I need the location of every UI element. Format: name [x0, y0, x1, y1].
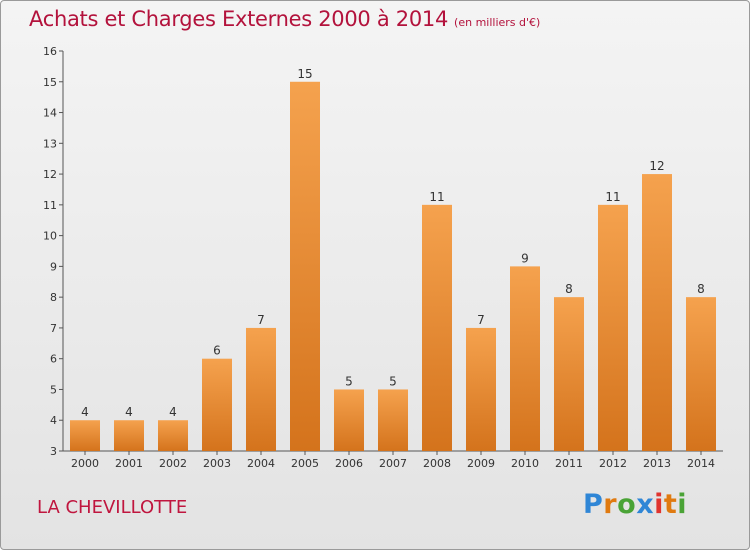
logo-letter: r: [603, 489, 618, 520]
chart-subtitle: (en milliers d'€): [454, 16, 541, 29]
y-tick-label: 13: [43, 137, 57, 150]
bar-2005: [290, 81, 320, 452]
y-tick-label: 16: [43, 45, 57, 58]
data-label-2006: 5: [345, 374, 353, 388]
place-name: LA CHEVILLOTTE: [37, 497, 188, 518]
data-label-2009: 7: [477, 313, 485, 327]
bar-2007: [378, 389, 408, 451]
data-label-2010: 9: [521, 251, 529, 265]
x-tick-label-2009: 2009: [467, 457, 495, 470]
x-tick-label-2013: 2013: [643, 457, 671, 470]
bar-2003: [202, 358, 232, 451]
x-tick-label-2011: 2011: [555, 457, 583, 470]
bar-2014: [686, 297, 716, 451]
bar-chart: 3 4 5 6 7 8 9 10 11 12 13 14 15 16 2000 2001 2002 2003 200…: [43, 45, 723, 470]
y-tick-label: 3: [50, 445, 57, 458]
chart-title: Achats et Charges Externes 2000 à 2014 (e…: [29, 7, 540, 31]
bar-2011: [554, 297, 584, 451]
x-tick-label-2014: 2014: [687, 457, 715, 470]
logo-letter: P: [583, 489, 604, 520]
data-label-2008: 11: [429, 190, 444, 204]
data-label-2002: 4: [169, 405, 177, 419]
y-tick-label: 15: [43, 76, 57, 89]
x-tick-label-2010: 2010: [511, 457, 539, 470]
data-label-2001: 4: [125, 405, 133, 419]
x-tick-label-2003: 2003: [203, 457, 231, 470]
y-tick-label: 5: [50, 383, 57, 396]
data-label-2012: 11: [605, 190, 620, 204]
y-tick-label: 4: [50, 414, 57, 427]
data-label-2005: 15: [297, 67, 312, 81]
bar-2008: [422, 204, 452, 451]
data-label-2004: 7: [257, 313, 265, 327]
data-label-2000: 4: [81, 405, 89, 419]
x-tick-label-2006: 2006: [335, 457, 363, 470]
y-tick-label: 10: [43, 230, 57, 243]
bar-2006: [334, 389, 364, 451]
x-tick-label-2000: 2000: [71, 457, 99, 470]
bar-2013: [642, 174, 672, 452]
y-tick-label: 11: [43, 199, 57, 212]
bar-2001: [114, 420, 144, 451]
logo-letter: i: [654, 489, 664, 520]
x-tick-label-2002: 2002: [159, 457, 187, 470]
bar-2012: [598, 204, 628, 451]
data-label-2014: 8: [697, 282, 705, 296]
x-tick-label-2001: 2001: [115, 457, 143, 470]
bar-2004: [246, 327, 276, 451]
y-tick-label: 6: [50, 353, 57, 366]
y-tick-label: 12: [43, 168, 57, 181]
bar-2002: [158, 420, 188, 451]
x-tick-label-2012: 2012: [599, 457, 627, 470]
proxiti-logo: Proxiti: [583, 489, 687, 520]
x-tick-label-2008: 2008: [423, 457, 451, 470]
x-tick-label-2007: 2007: [379, 457, 407, 470]
bar-2000: [70, 420, 100, 451]
x-tick-label-2004: 2004: [247, 457, 275, 470]
logo-letter: i: [677, 489, 688, 520]
x-tick-label-2005: 2005: [291, 457, 319, 470]
y-tick-label: 9: [50, 260, 57, 273]
y-tick-label: 8: [50, 291, 57, 304]
data-label-2013: 12: [649, 159, 664, 173]
data-label-2011: 8: [565, 282, 573, 296]
bar-2009: [466, 327, 496, 451]
logo-letter: o: [617, 489, 637, 520]
y-tick-label: 7: [50, 322, 57, 335]
data-label-2007: 5: [389, 374, 397, 388]
logo-letter: t: [663, 489, 678, 520]
logo-letter: x: [636, 489, 655, 520]
bar-2010: [510, 266, 540, 451]
chart-title-text: Achats et Charges Externes 2000 à 2014: [29, 7, 449, 31]
data-label-2003: 6: [213, 344, 221, 358]
y-tick-label: 14: [43, 107, 57, 120]
